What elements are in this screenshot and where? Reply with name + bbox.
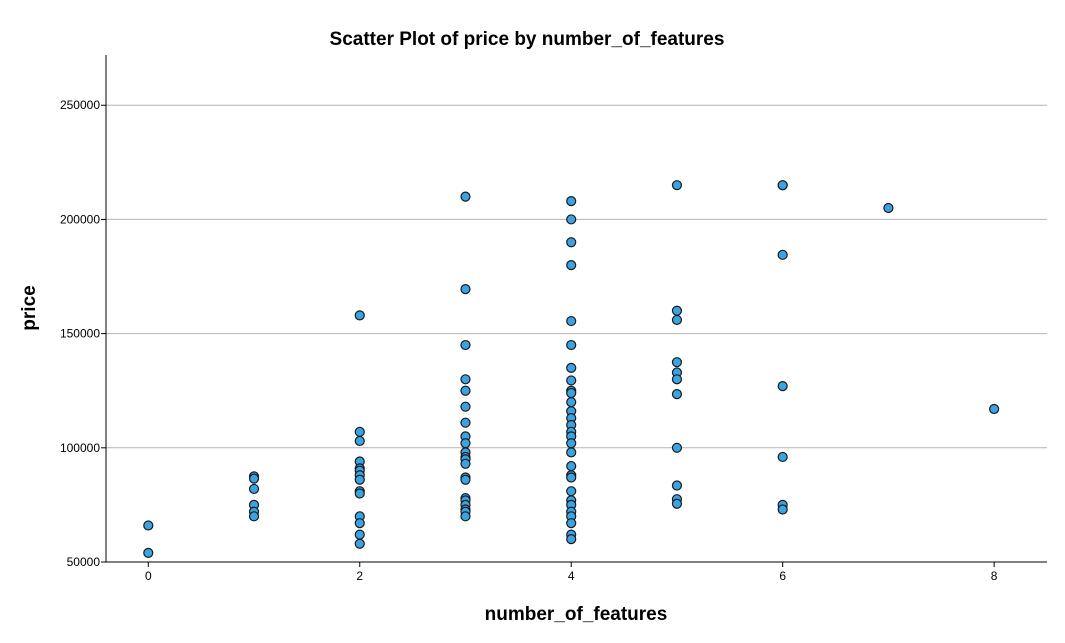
data-point — [671, 305, 683, 316]
data-point — [566, 486, 577, 497]
data-point — [354, 488, 365, 499]
data-point — [460, 374, 471, 385]
data-point — [460, 474, 471, 485]
data-point — [354, 538, 365, 549]
data-point — [460, 511, 471, 522]
data-point — [989, 403, 1000, 415]
data-point — [671, 442, 683, 453]
data-point — [671, 357, 683, 368]
data-point — [777, 249, 788, 260]
data-point — [354, 529, 365, 540]
data-point — [566, 397, 577, 408]
data-point — [883, 202, 894, 214]
data-point — [566, 196, 577, 207]
chart-title: Scatter Plot of price by number_of_featu… — [330, 29, 725, 50]
data-point — [566, 387, 577, 399]
data-point — [460, 283, 471, 295]
data-point — [566, 518, 577, 529]
data-point — [566, 438, 577, 449]
data-point — [777, 451, 788, 463]
data-point — [671, 498, 683, 509]
data-point — [354, 474, 365, 485]
data-points — [143, 180, 1000, 558]
data-point — [354, 310, 365, 321]
data-point — [566, 237, 577, 248]
data-point — [777, 504, 788, 515]
data-point — [671, 314, 683, 326]
x-tick-label: 4 — [568, 569, 575, 583]
gridlines — [106, 104, 1047, 449]
data-point — [566, 534, 577, 545]
data-point — [777, 180, 788, 191]
data-point — [354, 435, 365, 447]
axes — [105, 55, 1047, 563]
data-point — [248, 473, 260, 484]
x-tick-label: 2 — [356, 569, 363, 583]
data-point — [354, 518, 365, 529]
data-point — [566, 339, 577, 351]
data-point — [248, 483, 260, 495]
data-point — [460, 401, 471, 412]
data-point — [566, 472, 577, 483]
y-axis-title: price — [19, 285, 40, 330]
data-point — [460, 438, 471, 449]
data-point — [671, 374, 683, 385]
data-point — [671, 180, 683, 191]
y-tick-label: 100000 — [60, 441, 100, 455]
y-tick-label: 200000 — [60, 212, 100, 226]
data-point — [566, 260, 577, 271]
x-tick-label: 8 — [991, 569, 998, 583]
data-point — [460, 458, 471, 469]
data-point — [143, 547, 154, 558]
data-point — [777, 381, 788, 392]
data-point — [566, 214, 577, 225]
data-point — [460, 191, 471, 202]
data-point — [143, 520, 154, 531]
data-point — [671, 389, 683, 400]
data-point — [566, 315, 577, 327]
data-point — [248, 511, 260, 522]
data-point — [566, 375, 577, 386]
y-tick-label: 50000 — [67, 555, 101, 569]
data-point — [354, 426, 365, 437]
x-axis-title: number_of_features — [485, 604, 668, 625]
y-tick-labels: 50000 100000 150000 200000 250000 — [60, 98, 106, 569]
y-tick-label: 150000 — [60, 327, 100, 341]
data-point — [566, 460, 577, 472]
data-point — [566, 447, 577, 458]
data-point — [460, 417, 471, 428]
data-point — [566, 362, 577, 373]
y-tick-label: 250000 — [60, 98, 100, 112]
x-tick-labels: 0 2 4 6 8 — [145, 562, 998, 583]
data-point — [671, 480, 683, 491]
x-tick-label: 0 — [145, 569, 152, 583]
data-point — [460, 385, 471, 396]
data-point — [460, 339, 471, 351]
x-tick-label: 6 — [779, 569, 786, 583]
